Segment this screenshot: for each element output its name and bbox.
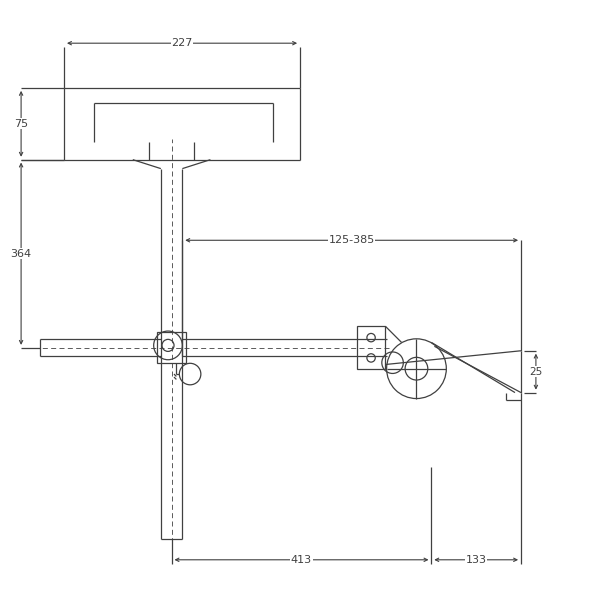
Text: 133: 133 <box>466 555 487 565</box>
Text: 227: 227 <box>172 38 193 48</box>
Text: 413: 413 <box>291 555 312 565</box>
Bar <box>357 326 385 369</box>
Text: 125-385: 125-385 <box>329 235 375 245</box>
Text: 25: 25 <box>529 367 542 377</box>
Text: 364: 364 <box>11 249 32 259</box>
Bar <box>157 332 186 364</box>
Text: 75: 75 <box>14 119 28 129</box>
